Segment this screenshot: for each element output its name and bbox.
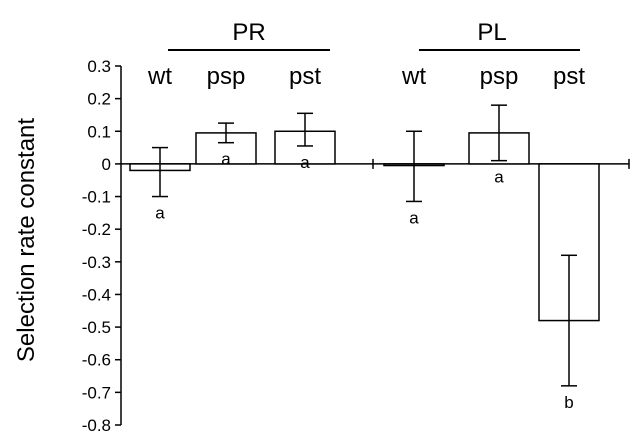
category-label: wt [401,63,426,90]
y-tick-label: -0.4 [82,285,111,304]
category-label: psp [480,63,519,90]
category-label: psp [207,63,246,90]
category-label: wt [147,63,172,90]
y-tick-label: 0.1 [87,122,111,141]
significance-letter: b [564,393,573,412]
y-tick-label: 0 [102,155,111,174]
y-tick-label: -0.8 [82,416,111,432]
y-axis-label: Selection rate constant [13,118,40,362]
significance-letter: a [221,150,231,169]
significance-letter: a [300,153,310,172]
significance-letter: a [155,204,165,223]
y-tick-label: -0.7 [82,383,111,402]
labels: PR wt a psp a pst a PL wt a psp a pst b [147,19,585,412]
significance-letter: a [409,208,419,227]
group-title: PR [232,19,265,46]
significance-letter: a [494,168,504,187]
y-tick-label: -0.2 [82,220,111,239]
y-tick-label: 0.3 [87,57,111,76]
bars [129,104,600,387]
group-title: PL [477,19,506,46]
y-tick-label: -0.5 [82,318,111,337]
category-label: pst [553,63,585,90]
y-tick-label: 0.2 [87,90,111,109]
y-tick-label: -0.6 [82,351,111,370]
y-tick-label: -0.3 [82,253,111,272]
category-label: pst [289,63,321,90]
y-tick-label: -0.1 [82,188,111,207]
